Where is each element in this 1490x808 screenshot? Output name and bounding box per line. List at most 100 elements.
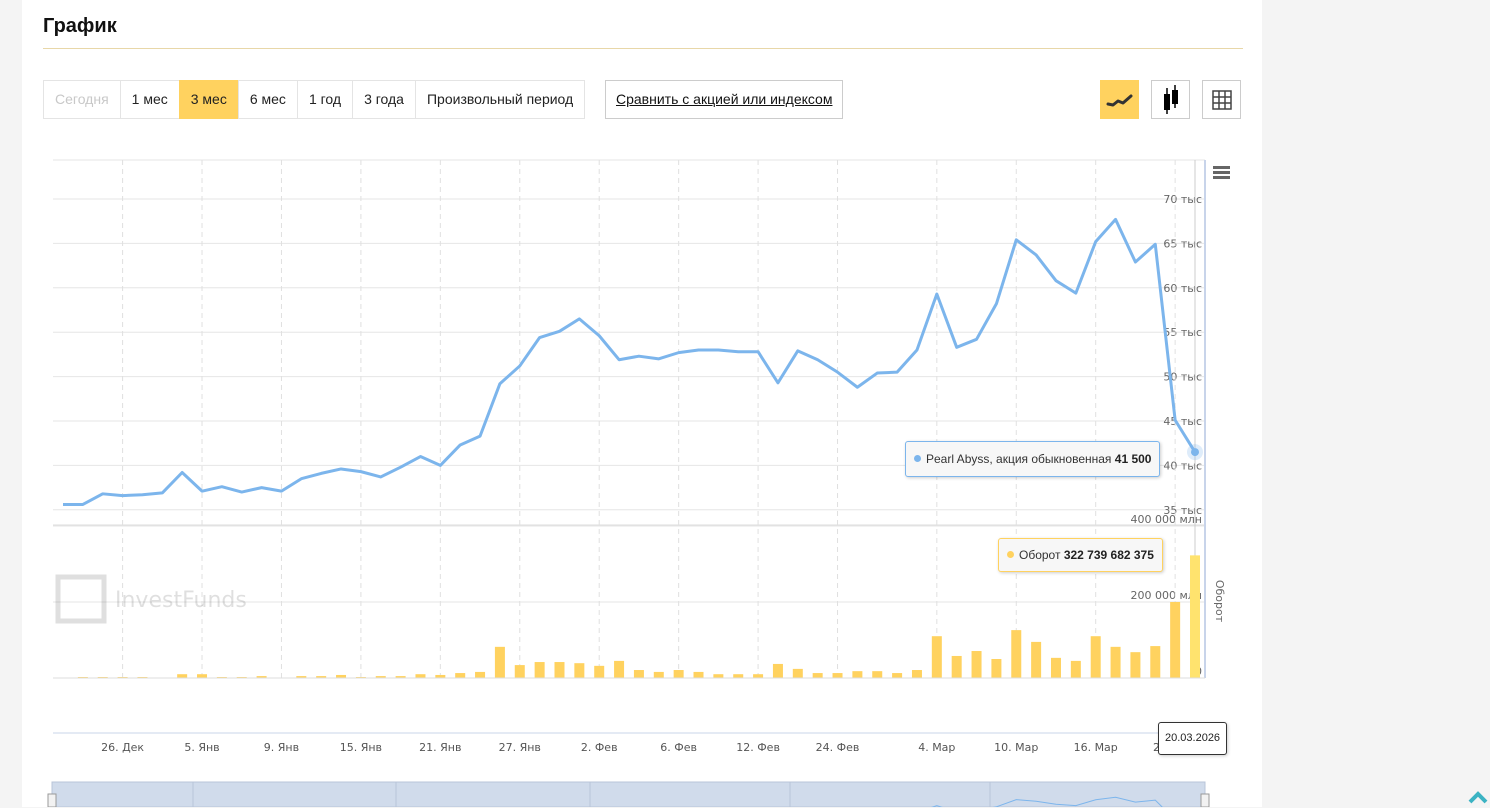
volume-bar [753,674,764,678]
volume-bar [296,676,307,678]
volume-bar [971,651,982,678]
volume-bar [1190,555,1200,678]
volume-bar [693,671,704,678]
price-tick-label: 60 тыс [1163,282,1202,295]
volume-bar [316,676,327,678]
line-view-button[interactable] [1100,80,1139,119]
volume-bar [375,676,386,678]
period-button[interactable]: 1 год [296,80,354,119]
volume-bar [951,655,962,678]
volume-bar [772,663,783,678]
volume-bar [1110,646,1121,678]
price-tick-label: 65 тыс [1163,237,1202,250]
volume-bar [991,659,1002,678]
volume-bar [177,674,188,678]
volume-tooltip: Оборот 322 739 682 375 [998,538,1163,572]
navigator-handle-right[interactable] [1200,793,1210,807]
volume-bar [792,668,803,678]
volume-bar [1170,602,1181,678]
x-tick-label: 2. Фев [581,741,618,754]
volume-bar [256,676,267,678]
candlestick-view-button[interactable] [1151,80,1190,119]
volume-bar [892,673,903,678]
x-tick-label: 26. Дек [101,741,144,754]
price-tick-label: 35 тыс [1163,504,1202,517]
period-button[interactable]: 3 года [352,80,416,119]
period-button[interactable]: Сегодня [43,80,121,119]
volume-axis-label: Оборот [1213,580,1226,623]
navigator-mask [51,781,1206,807]
volume-bar [931,636,942,678]
table-view-button[interactable] [1202,80,1241,119]
volume-bar [395,676,406,678]
volume-bar [415,674,426,678]
volume-bar [812,673,823,678]
period-button[interactable]: 1 мес [119,80,180,119]
volume-bar [1050,657,1061,678]
navigator-handle-left[interactable] [47,793,57,807]
tooltip-series-name: Pearl Abyss, акция обыкновенная [926,452,1112,466]
volume-bar [1011,630,1022,678]
volume-bar [713,674,724,678]
x-tick-label: 21. Янв [419,741,461,754]
watermark-text: InvestFunds [115,588,247,613]
x-tick-label: 15. Янв [340,741,382,754]
volume-bar [872,671,883,678]
price-tick-label: 40 тыс [1163,459,1202,472]
price-tick-label: 45 тыс [1163,415,1202,428]
volume-bar [733,674,744,678]
period-button[interactable]: 6 мес [237,80,298,119]
volume-bar [673,670,684,678]
volume-bar [653,671,664,678]
period-button[interactable]: 3 мес [178,80,239,119]
volume-bar [1031,641,1042,678]
volume-bar [435,674,446,678]
volume-bar [554,662,565,678]
volume-tick-label: 200 000 млн [1130,589,1202,602]
price-line [63,217,1197,506]
volume-bar [574,663,585,678]
menu-icon-bar [1213,166,1230,169]
volume-bar [832,673,843,678]
x-tick-label: 6. Фев [660,741,697,754]
volume-bar [852,671,863,678]
volume-bar [336,674,347,678]
x-tick-label: 5. Янв [184,741,219,754]
date-tooltip: 20.03.2026 [1158,722,1228,755]
price-tick-label: 55 тыс [1163,326,1202,339]
hover-point [1191,448,1199,457]
volume-bar [614,660,625,678]
volume-tick-label: 400 000 млн [1130,513,1202,526]
watermark-frame [55,574,107,624]
tooltip-value: 322 739 682 375 [1063,548,1154,562]
scroll-top-button[interactable] [1466,784,1490,808]
x-tick-label: 27. Янв [499,741,541,754]
line-chart-icon [1106,94,1132,106]
volume-bar [633,670,644,678]
menu-icon[interactable] [1213,166,1230,179]
candlestick-icon [1163,84,1178,114]
period-button[interactable]: Произвольный период [414,80,586,119]
volume-bar [1070,660,1081,678]
volume-bar [1090,636,1101,678]
price-series-dot [914,455,921,462]
navigator-series [931,796,1163,807]
volume-bar [594,665,605,678]
x-tick-label: 9. Янв [264,741,299,754]
tooltip-value: 41 500 [1114,452,1152,466]
volume-bar [455,673,466,678]
navigator [47,781,1210,807]
x-tick-label: 16. Мар [1074,741,1118,754]
volume-bar [514,665,525,678]
price-tick-label: 70 тыс [1163,193,1202,206]
menu-icon-bar [1213,171,1230,174]
x-tick-label: 10. Мар [994,741,1038,754]
watermark-logo: InvestFunds [55,574,247,624]
title-divider [43,48,1243,49]
x-tick-label: 24. Фев [816,741,860,754]
compare-button[interactable]: Сравнить с акцией или индексом [605,80,844,119]
period-selector: Сегодня 1 мес 3 мес 6 мес 1 год 3 года Произво… [43,80,586,119]
volume-bar [911,670,922,678]
x-tick-label: 12. Фев [736,741,780,754]
